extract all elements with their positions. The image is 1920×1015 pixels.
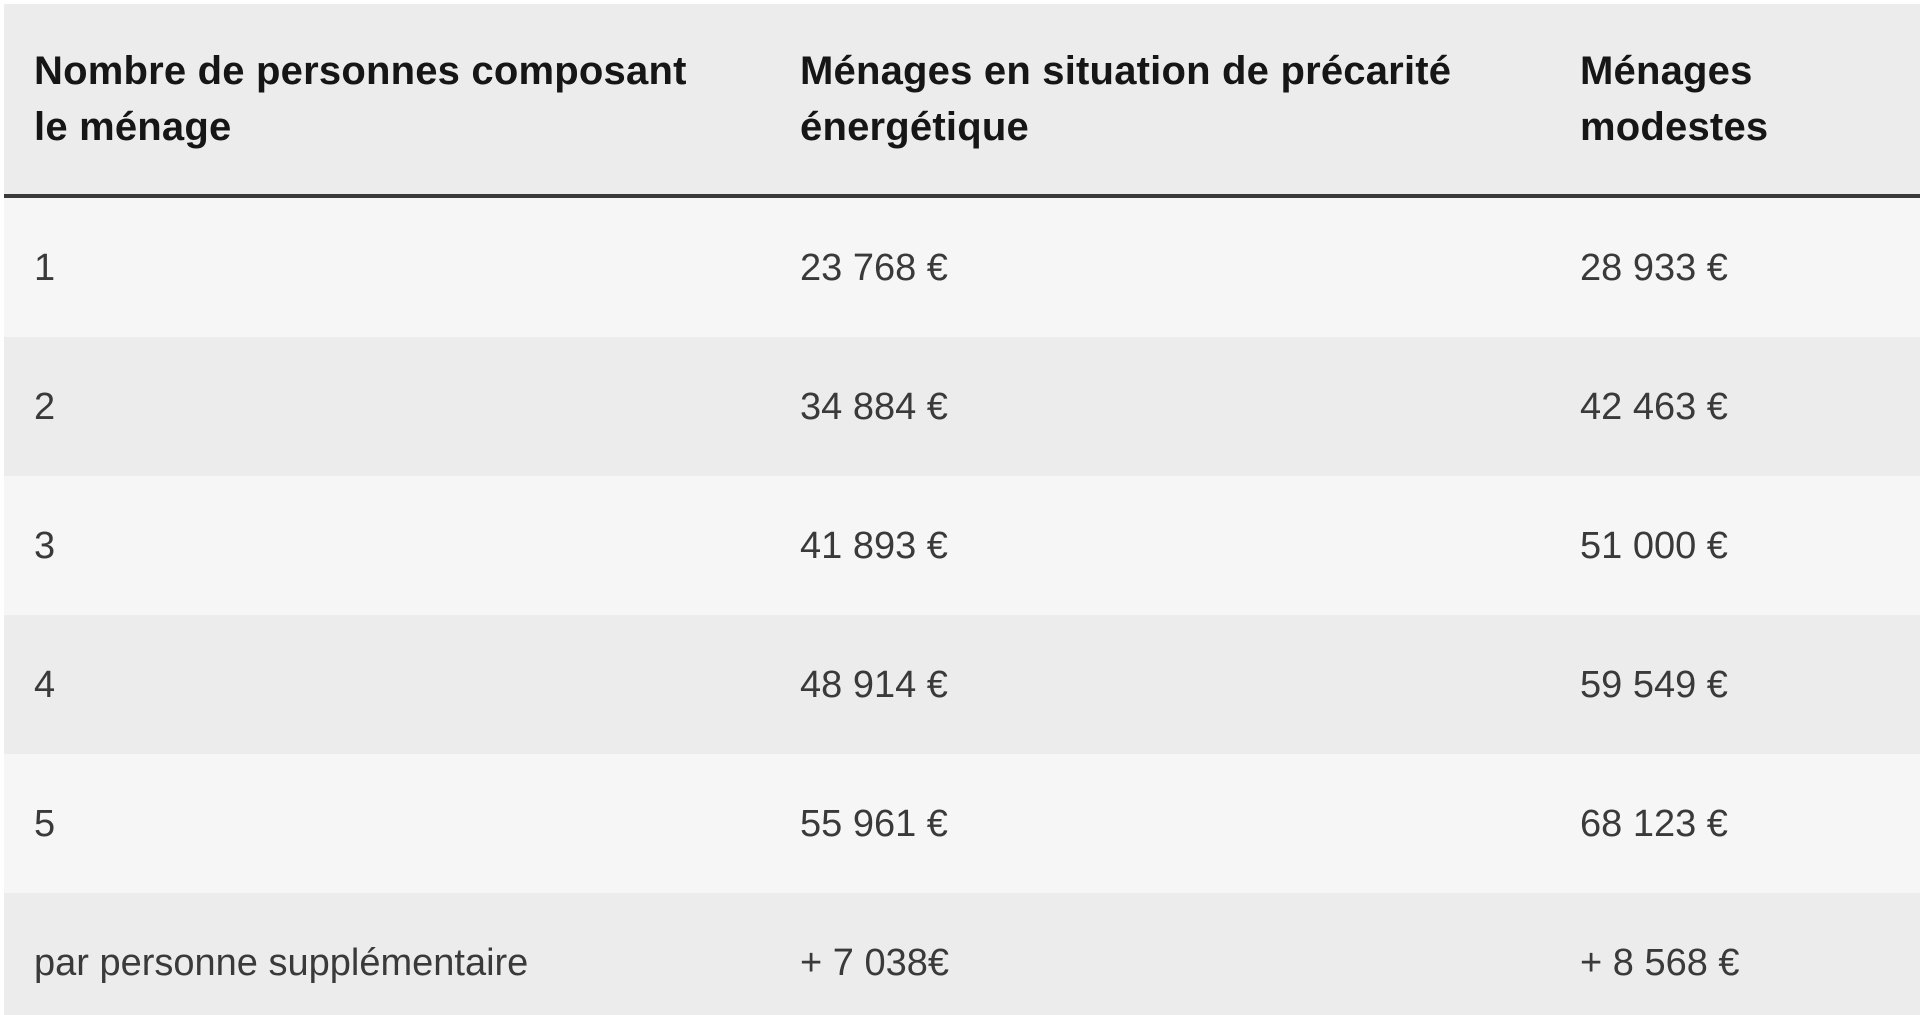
cell-precarite-value: 41 893 € xyxy=(770,476,1550,615)
cell-modestes-value: 68 123 € xyxy=(1550,754,1920,893)
column-header-precarite-energetique: Ménages en situation de précarité énergé… xyxy=(770,4,1550,198)
table-header-row: Nombre de personnes composant le ménage … xyxy=(4,4,1920,198)
cell-precarite-value: 55 961 € xyxy=(770,754,1550,893)
table-row: 1 23 768 € 28 933 € xyxy=(4,196,1920,337)
cell-household-size: 5 xyxy=(4,754,770,893)
cell-precarite-value: 48 914 € xyxy=(770,615,1550,754)
table-row: 3 41 893 € 51 000 € xyxy=(4,476,1920,615)
table-row: par personne supplémentaire + 7 038€ + 8… xyxy=(4,893,1920,1015)
cell-modestes-value: 59 549 € xyxy=(1550,615,1920,754)
income-thresholds-table-wrapper: Nombre de personnes composant le ménage … xyxy=(4,4,1920,1015)
cell-household-size: 3 xyxy=(4,476,770,615)
column-header-household-size: Nombre de personnes composant le ménage xyxy=(4,4,770,198)
table-header: Nombre de personnes composant le ménage … xyxy=(4,4,1920,198)
cell-modestes-value: 28 933 € xyxy=(1550,196,1920,337)
table-row: 4 48 914 € 59 549 € xyxy=(4,615,1920,754)
table-body: 1 23 768 € 28 933 € 2 34 884 € 42 463 € … xyxy=(4,196,1920,1015)
cell-precarite-value: 34 884 € xyxy=(770,337,1550,476)
cell-household-size: par personne supplémentaire xyxy=(4,893,770,1015)
cell-household-size: 1 xyxy=(4,196,770,337)
cell-household-size: 2 xyxy=(4,337,770,476)
income-thresholds-table: Nombre de personnes composant le ménage … xyxy=(4,4,1920,1015)
cell-precarite-value: 23 768 € xyxy=(770,196,1550,337)
cell-household-size: 4 xyxy=(4,615,770,754)
table-row: 2 34 884 € 42 463 € xyxy=(4,337,1920,476)
column-header-menages-modestes: Ménages modestes xyxy=(1550,4,1920,198)
cell-modestes-value: 51 000 € xyxy=(1550,476,1920,615)
table-row: 5 55 961 € 68 123 € xyxy=(4,754,1920,893)
cell-precarite-value: + 7 038€ xyxy=(770,893,1550,1015)
cell-modestes-value: 42 463 € xyxy=(1550,337,1920,476)
cell-modestes-value: + 8 568 € xyxy=(1550,893,1920,1015)
